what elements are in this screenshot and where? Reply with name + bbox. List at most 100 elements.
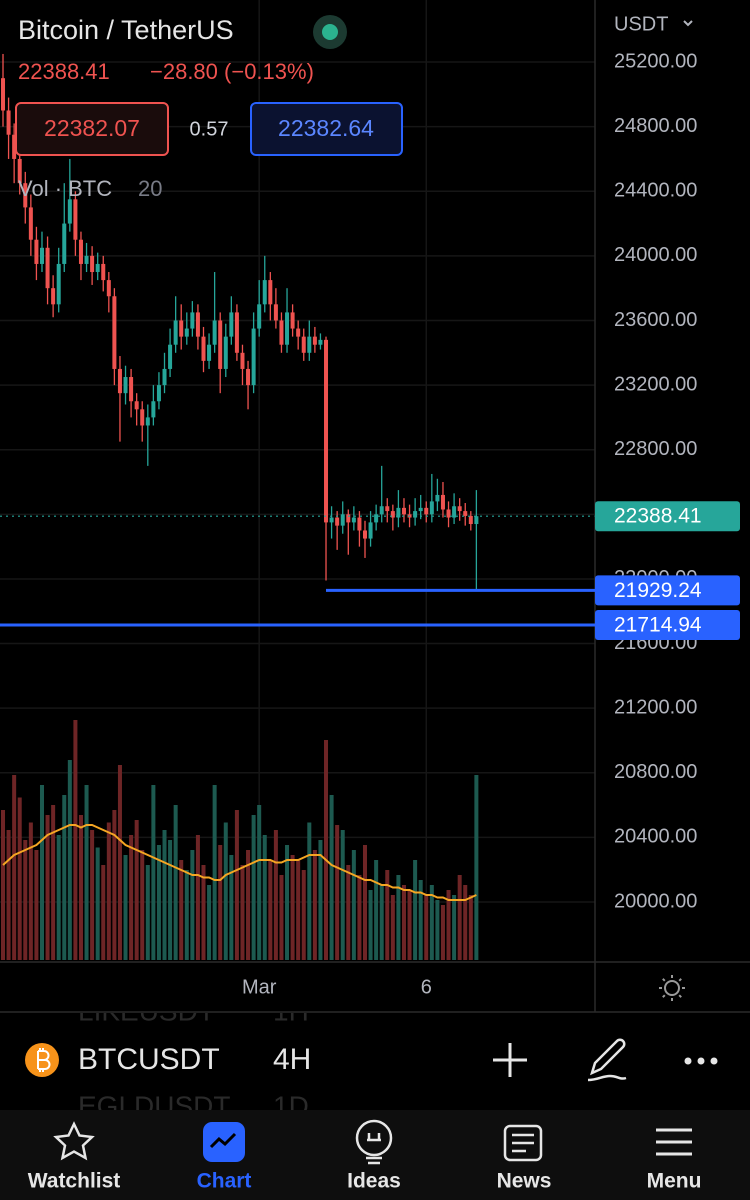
candle-body — [140, 409, 145, 426]
x-tick-label: Mar — [242, 976, 277, 998]
watchlist-icon — [53, 1121, 95, 1161]
candle-body — [1, 78, 6, 111]
volume-bar — [440, 905, 445, 960]
volume-bar — [195, 835, 200, 960]
volume-bar — [140, 850, 145, 960]
volume-bar — [329, 795, 334, 960]
candle-body — [452, 506, 457, 518]
price-label-box — [595, 501, 740, 532]
ghost-rows: LIKEUSDT 1H EGLDUSDT 1D — [78, 1013, 309, 1121]
y-tick-label: 20400.00 — [614, 826, 697, 848]
candle-body — [251, 328, 256, 386]
candle-body — [90, 255, 95, 273]
candle-body — [324, 339, 329, 523]
volume-bar — [229, 855, 234, 960]
candle-body — [195, 312, 200, 337]
volume-bar — [340, 830, 345, 960]
candle-body — [413, 511, 418, 518]
sell-button[interactable] — [15, 102, 169, 156]
candle-body — [268, 280, 273, 305]
price-label-box — [595, 609, 740, 640]
symbol-bar — [0, 1013, 750, 1110]
volume-bar — [346, 865, 351, 960]
volume-bar — [90, 830, 95, 960]
candle-body — [184, 328, 189, 337]
candle-body — [318, 339, 323, 345]
candle-body — [262, 280, 267, 305]
volume-bar — [184, 870, 189, 960]
candle-body — [151, 401, 156, 418]
volume-bar — [385, 870, 390, 960]
more-button[interactable] — [684, 1057, 718, 1065]
candle-body — [218, 320, 223, 369]
currency-chevron — [683, 20, 693, 27]
candle-body — [145, 417, 150, 426]
volume-bar — [285, 845, 290, 960]
volume-bar — [257, 805, 262, 960]
news-icon — [503, 1124, 543, 1162]
candle-body — [229, 312, 234, 337]
candle-body — [190, 312, 195, 329]
candle-body — [34, 239, 39, 264]
volume-bar — [23, 840, 28, 960]
nav-label[interactable]: Ideas — [347, 1170, 401, 1193]
volume-bar — [6, 830, 11, 960]
candle-body — [28, 207, 33, 240]
currency-selector[interactable]: USDT — [614, 13, 668, 35]
volume-bar — [301, 870, 306, 960]
candle-body — [17, 158, 22, 184]
draw-button[interactable] — [587, 1038, 627, 1082]
volume-bar — [12, 775, 17, 960]
volume-bar — [418, 880, 423, 960]
nav-label[interactable]: Chart — [197, 1170, 252, 1193]
candle-body — [390, 511, 395, 518]
volume-bar — [117, 765, 122, 960]
ghost-interval: 1D — [273, 1090, 309, 1121]
symbol-title: Bitcoin / TetherUS — [18, 15, 234, 45]
bid-price: 22382.07 — [44, 115, 140, 141]
candle-body — [84, 255, 89, 264]
nav-labels: Watchlist Chart Ideas News Menu — [28, 1170, 702, 1193]
nav-label[interactable]: Watchlist — [28, 1170, 121, 1193]
nav-label[interactable]: Menu — [647, 1170, 702, 1193]
y-tick-label: 24000.00 — [614, 244, 697, 266]
interval[interactable]: 4H — [273, 1043, 311, 1076]
volume-bar — [201, 865, 206, 960]
candle-body — [168, 344, 173, 369]
candle-body — [6, 110, 11, 135]
volume-bar — [62, 795, 67, 960]
add-button[interactable] — [493, 1043, 527, 1077]
volume-bar — [424, 895, 429, 960]
candle-body — [335, 517, 340, 526]
candle-body — [385, 506, 390, 512]
volume-bar — [468, 895, 473, 960]
candle-body — [246, 368, 251, 386]
candle-body — [329, 517, 334, 523]
volume-bar — [290, 855, 295, 960]
price-label-box — [595, 575, 740, 606]
candle-body — [301, 336, 306, 353]
volume-bar — [396, 875, 401, 960]
volume-bar — [446, 890, 451, 960]
symbol[interactable]: BTCUSDT — [78, 1043, 220, 1076]
volume-label: Vol · BTC — [18, 176, 112, 201]
coin-glyph — [37, 1048, 51, 1072]
candle-body — [290, 312, 295, 329]
candle-body — [340, 514, 345, 526]
theme-toggle[interactable] — [659, 975, 685, 1001]
candle-body — [474, 516, 479, 525]
nav-label[interactable]: News — [497, 1170, 552, 1193]
price-label: 21714.94 — [614, 614, 702, 637]
candle-body — [357, 517, 362, 531]
buy-button[interactable] — [250, 102, 403, 156]
volume-bar — [413, 860, 418, 960]
candle-body — [179, 320, 184, 337]
candle-body — [162, 368, 167, 386]
volume-bar — [39, 785, 44, 960]
volume-bar — [435, 900, 440, 960]
candle-body — [379, 506, 384, 515]
volume-bar — [474, 775, 479, 960]
x-tick-label: 6 — [421, 976, 432, 998]
volume-bar — [307, 822, 312, 960]
